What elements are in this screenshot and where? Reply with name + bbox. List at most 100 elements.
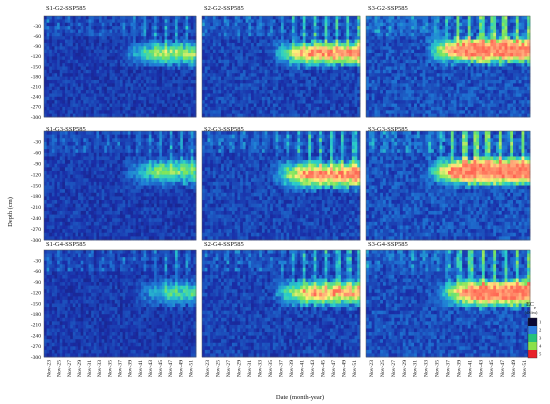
heatmap-cell [439, 46, 443, 51]
heatmap-cell [436, 32, 440, 37]
heatmap-cell [146, 93, 150, 98]
heatmap-cell [231, 56, 236, 61]
heatmap-cell [256, 79, 260, 84]
heatmap-cell [439, 32, 443, 37]
heatmap-cell [143, 90, 147, 94]
heatmap-cell [464, 76, 469, 81]
heatmap-cell [59, 79, 63, 84]
heatmap-cell [245, 66, 249, 71]
heatmap-cell [450, 19, 455, 24]
heatmap-cell [212, 63, 217, 67]
heatmap-cell [442, 29, 446, 34]
heatmap-cell [493, 106, 497, 111]
heatmap-cell [294, 42, 298, 47]
heatmap-cell [297, 39, 301, 44]
heatmap-cell [351, 106, 355, 111]
heatmap-cell [330, 32, 334, 37]
heatmap-cell [106, 32, 110, 37]
heatmap-cell [501, 56, 505, 61]
heatmap-cell [64, 26, 68, 30]
heatmap-cell [436, 46, 440, 51]
heatmap-cell [405, 49, 409, 54]
heatmap-cell [106, 63, 110, 67]
heatmap-cell [167, 83, 171, 88]
heatmap-cell [96, 56, 100, 61]
heatmap-cell [428, 36, 432, 40]
heatmap-cell [433, 56, 438, 61]
heatmap-cell [278, 73, 282, 77]
heatmap-cell [308, 76, 312, 81]
heatmap-cell [202, 86, 206, 91]
heatmap-cell [346, 53, 350, 57]
heatmap-cell [473, 53, 477, 57]
heatmap-cell [182, 86, 186, 91]
heatmap-cell [332, 36, 336, 40]
heatmap-cell [504, 66, 508, 71]
heatmap-cell [272, 96, 276, 101]
heatmap-cell [270, 59, 274, 64]
heatmap-cell [215, 36, 219, 40]
heatmap-cell [278, 103, 282, 108]
heatmap-cell [83, 103, 87, 108]
heatmap-cell [476, 79, 480, 84]
heatmap-cell [391, 73, 395, 77]
heatmap-cell [175, 73, 179, 77]
heatmap-cell [59, 56, 63, 61]
heatmap-cell [215, 83, 219, 88]
heatmap-cell [175, 83, 179, 88]
heatmap-cell [146, 59, 150, 64]
heatmap-cell [175, 76, 179, 81]
heatmap-cell [470, 49, 474, 54]
heatmap-cell [154, 83, 158, 88]
heatmap-cell [456, 26, 460, 30]
heatmap-cell [366, 59, 370, 64]
heatmap-cell [138, 26, 142, 30]
heatmap-cell [221, 46, 225, 51]
heatmap-cell [85, 66, 89, 71]
heatmap-cell [146, 63, 150, 67]
heatmap-cell [57, 46, 61, 51]
heatmap-cell [64, 83, 68, 88]
heatmap-cell [164, 56, 168, 61]
heatmap-cell [501, 69, 505, 74]
heatmap-cell [349, 26, 353, 30]
heatmap-cell [439, 16, 443, 20]
heatmap-cell [234, 83, 238, 88]
heatmap-cell [346, 113, 350, 118]
heatmap-cell [428, 86, 432, 91]
heatmap-cell [106, 106, 110, 111]
heatmap-cell [159, 90, 163, 94]
heatmap-cell [289, 103, 293, 108]
heatmap-cell [261, 66, 266, 71]
heatmap-cell [146, 19, 150, 24]
heatmap-cell [127, 113, 131, 118]
heatmap-cell [419, 100, 423, 104]
heatmap-cell [399, 83, 404, 88]
heatmap-cell [349, 93, 353, 98]
heatmap-cell [253, 16, 257, 20]
heatmap-cell [75, 100, 79, 104]
heatmap-cell [308, 73, 312, 77]
heatmap-cell [80, 96, 84, 101]
heatmap-cell [256, 19, 260, 24]
heatmap-cell [431, 22, 435, 27]
heatmap-cell [394, 59, 398, 64]
heatmap-cell [242, 59, 246, 64]
heatmap-cell [354, 39, 358, 44]
heatmap-cell [490, 93, 494, 98]
heatmap-cell [270, 79, 274, 84]
heatmap-cell [501, 110, 505, 115]
heatmap-cell [371, 106, 375, 111]
heatmap-cell [256, 73, 260, 77]
heatmap-cell [308, 26, 312, 30]
heatmap-cell [146, 96, 150, 101]
heatmap-cell [289, 32, 293, 37]
heatmap-cell [422, 90, 426, 94]
heatmap-cell [316, 76, 320, 81]
heatmap-cell [122, 66, 126, 71]
heatmap-cell [135, 83, 139, 88]
heatmap-cell [75, 32, 79, 37]
heatmap-cell [114, 66, 118, 71]
heatmap-cell [316, 32, 320, 37]
heatmap-cell [371, 22, 375, 27]
